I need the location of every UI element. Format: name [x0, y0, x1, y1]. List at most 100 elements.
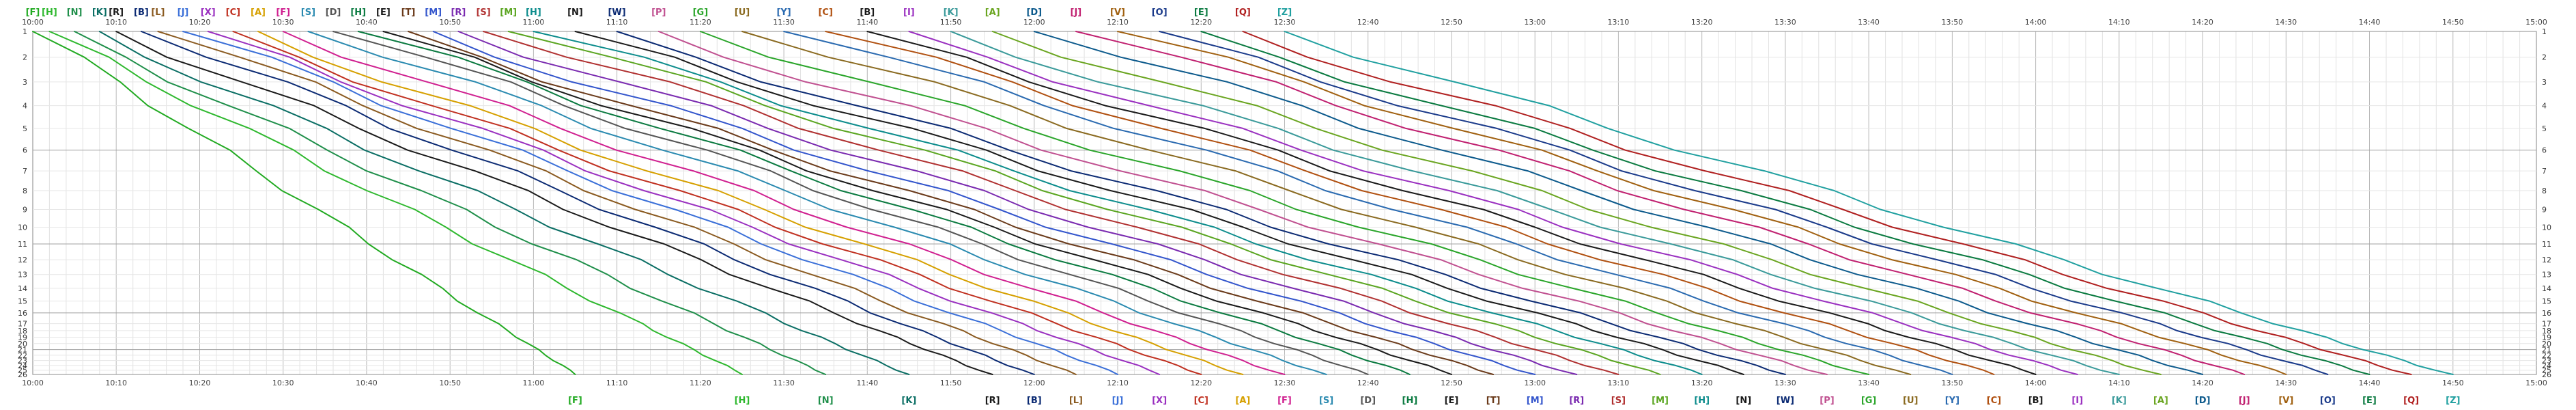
time-tick-label-top: 14:40: [2359, 18, 2381, 27]
train-path[interactable]: [182, 31, 1118, 375]
train-label-top: [R]: [451, 8, 466, 18]
train-label-top: [S]: [476, 8, 490, 18]
time-tick-label-top: 11:40: [856, 18, 878, 27]
time-tick-label-bottom: 13:10: [1608, 379, 1630, 387]
train-label-top: [B]: [860, 8, 875, 18]
train-label-bottom: [N]: [818, 396, 834, 406]
train-path[interactable]: [115, 31, 993, 375]
train-path[interactable]: [432, 31, 1536, 375]
train-path[interactable]: [1075, 31, 2246, 375]
train-label-bottom: [E]: [2362, 396, 2377, 406]
train-path[interactable]: [783, 31, 1953, 375]
train-path[interactable]: [157, 31, 1077, 375]
train-path[interactable]: [657, 31, 1828, 375]
time-tick-label-top: 10:00: [22, 18, 44, 27]
train-path[interactable]: [616, 31, 1786, 375]
time-tick-label-top: 11:20: [690, 18, 711, 27]
train-label-top: [N]: [567, 8, 583, 18]
train-label-top: [K]: [944, 8, 959, 18]
time-tick-label-top: 13:00: [1524, 18, 1546, 27]
time-tick-label-top: 12:50: [1441, 18, 1462, 27]
time-tick-label-bottom: 11:30: [773, 379, 795, 387]
train-label-top: [N]: [67, 8, 83, 18]
train-path[interactable]: [1200, 31, 2370, 375]
train-label-top: [Q]: [1235, 8, 1251, 18]
time-axis: 10:00 10:00 10:10 10:10 10:20 10:20 10:30 10:30…: [22, 18, 2547, 387]
time-tick-label-bottom: 10:20: [189, 379, 211, 387]
train-path[interactable]: [991, 31, 2162, 375]
station-label-right: 22: [2542, 351, 2551, 360]
time-tick-label-bottom: 14:10: [2108, 379, 2130, 387]
train-path[interactable]: [232, 31, 1202, 375]
train-path[interactable]: [699, 31, 1870, 375]
train-path[interactable]: [140, 31, 1035, 375]
time-tick-label-top: 11:50: [940, 18, 962, 27]
train-path[interactable]: [950, 31, 2120, 375]
train-label-bottom: [K]: [2112, 396, 2127, 406]
train-path[interactable]: [533, 31, 1703, 375]
train-path[interactable]: [257, 31, 1244, 375]
train-path[interactable]: [741, 31, 1912, 375]
train-path[interactable]: [825, 31, 1995, 375]
time-tick-label-bottom: 12:10: [1107, 379, 1129, 387]
train-path[interactable]: [507, 31, 1661, 375]
train-label-bottom: [J]: [2239, 396, 2250, 406]
train-path[interactable]: [382, 31, 1452, 375]
time-tick-label-bottom: 14:40: [2359, 379, 2381, 387]
time-tick-label-bottom: 12:00: [1023, 379, 1045, 387]
station-label: 10: [18, 223, 27, 232]
train-label-top: [H]: [350, 8, 366, 18]
train-label-bottom: [S]: [1319, 396, 1333, 406]
train-path[interactable]: [1117, 31, 2287, 375]
time-tick-label-top: 14:30: [2275, 18, 2297, 27]
train-path[interactable]: [74, 31, 827, 375]
train-path[interactable]: [408, 31, 1495, 375]
train-label-top: [A]: [985, 8, 1000, 18]
train-path[interactable]: [574, 31, 1744, 375]
train-label-top: [H]: [42, 8, 57, 18]
train-path[interactable]: [457, 31, 1578, 375]
station-label: 25: [18, 366, 27, 375]
station-label-right: 18: [2542, 327, 2551, 336]
station-label: 16: [18, 309, 27, 318]
time-tick-label-bottom: 11:10: [606, 379, 628, 387]
train-label-bottom: [V]: [2278, 396, 2293, 406]
train-path[interactable]: [282, 31, 1286, 375]
train-path[interactable]: [98, 31, 910, 375]
train-label-bottom: [B]: [1027, 396, 1042, 406]
time-tick-label-bottom: 10:40: [356, 379, 378, 387]
time-tick-label-top: 12:10: [1107, 18, 1129, 27]
time-tick-label-bottom: 11:00: [523, 379, 545, 387]
station-label: 23: [18, 357, 27, 366]
time-tick-label-top: 13:20: [1691, 18, 1713, 27]
train-label-top: [V]: [1110, 8, 1125, 18]
train-path[interactable]: [866, 31, 2037, 375]
train-label-bottom: [A]: [2153, 396, 2168, 406]
train-label-bottom: [S]: [1611, 396, 1626, 406]
train-path[interactable]: [357, 31, 1411, 375]
station-label: 17: [18, 320, 27, 329]
train-label-top: [D]: [326, 8, 341, 18]
station-label-right: 23: [2542, 357, 2551, 366]
train-path[interactable]: [307, 31, 1327, 375]
train-path[interactable]: [1242, 31, 2412, 375]
time-tick-label-top: 14:20: [2192, 18, 2213, 27]
train-path[interactable]: [207, 31, 1161, 375]
train-path[interactable]: [32, 31, 576, 375]
station-label: 26: [18, 370, 27, 379]
train-path[interactable]: [48, 31, 743, 375]
train-path[interactable]: [332, 31, 1369, 375]
station-label-right: 7: [2542, 167, 2547, 176]
station-label: 2: [23, 53, 27, 62]
time-tick-label-top: 12:30: [1274, 18, 1296, 27]
train-path[interactable]: [483, 31, 1619, 375]
station-label: 12: [18, 256, 27, 264]
time-tick-label-bottom: 10:10: [105, 379, 127, 387]
train-label-bottom: [R]: [985, 396, 1000, 406]
train-path[interactable]: [1159, 31, 2329, 375]
train-path[interactable]: [1033, 31, 2204, 375]
train-path[interactable]: [1284, 31, 2454, 375]
train-path[interactable]: [908, 31, 2078, 375]
train-label-bottom: [Q]: [2403, 396, 2419, 406]
